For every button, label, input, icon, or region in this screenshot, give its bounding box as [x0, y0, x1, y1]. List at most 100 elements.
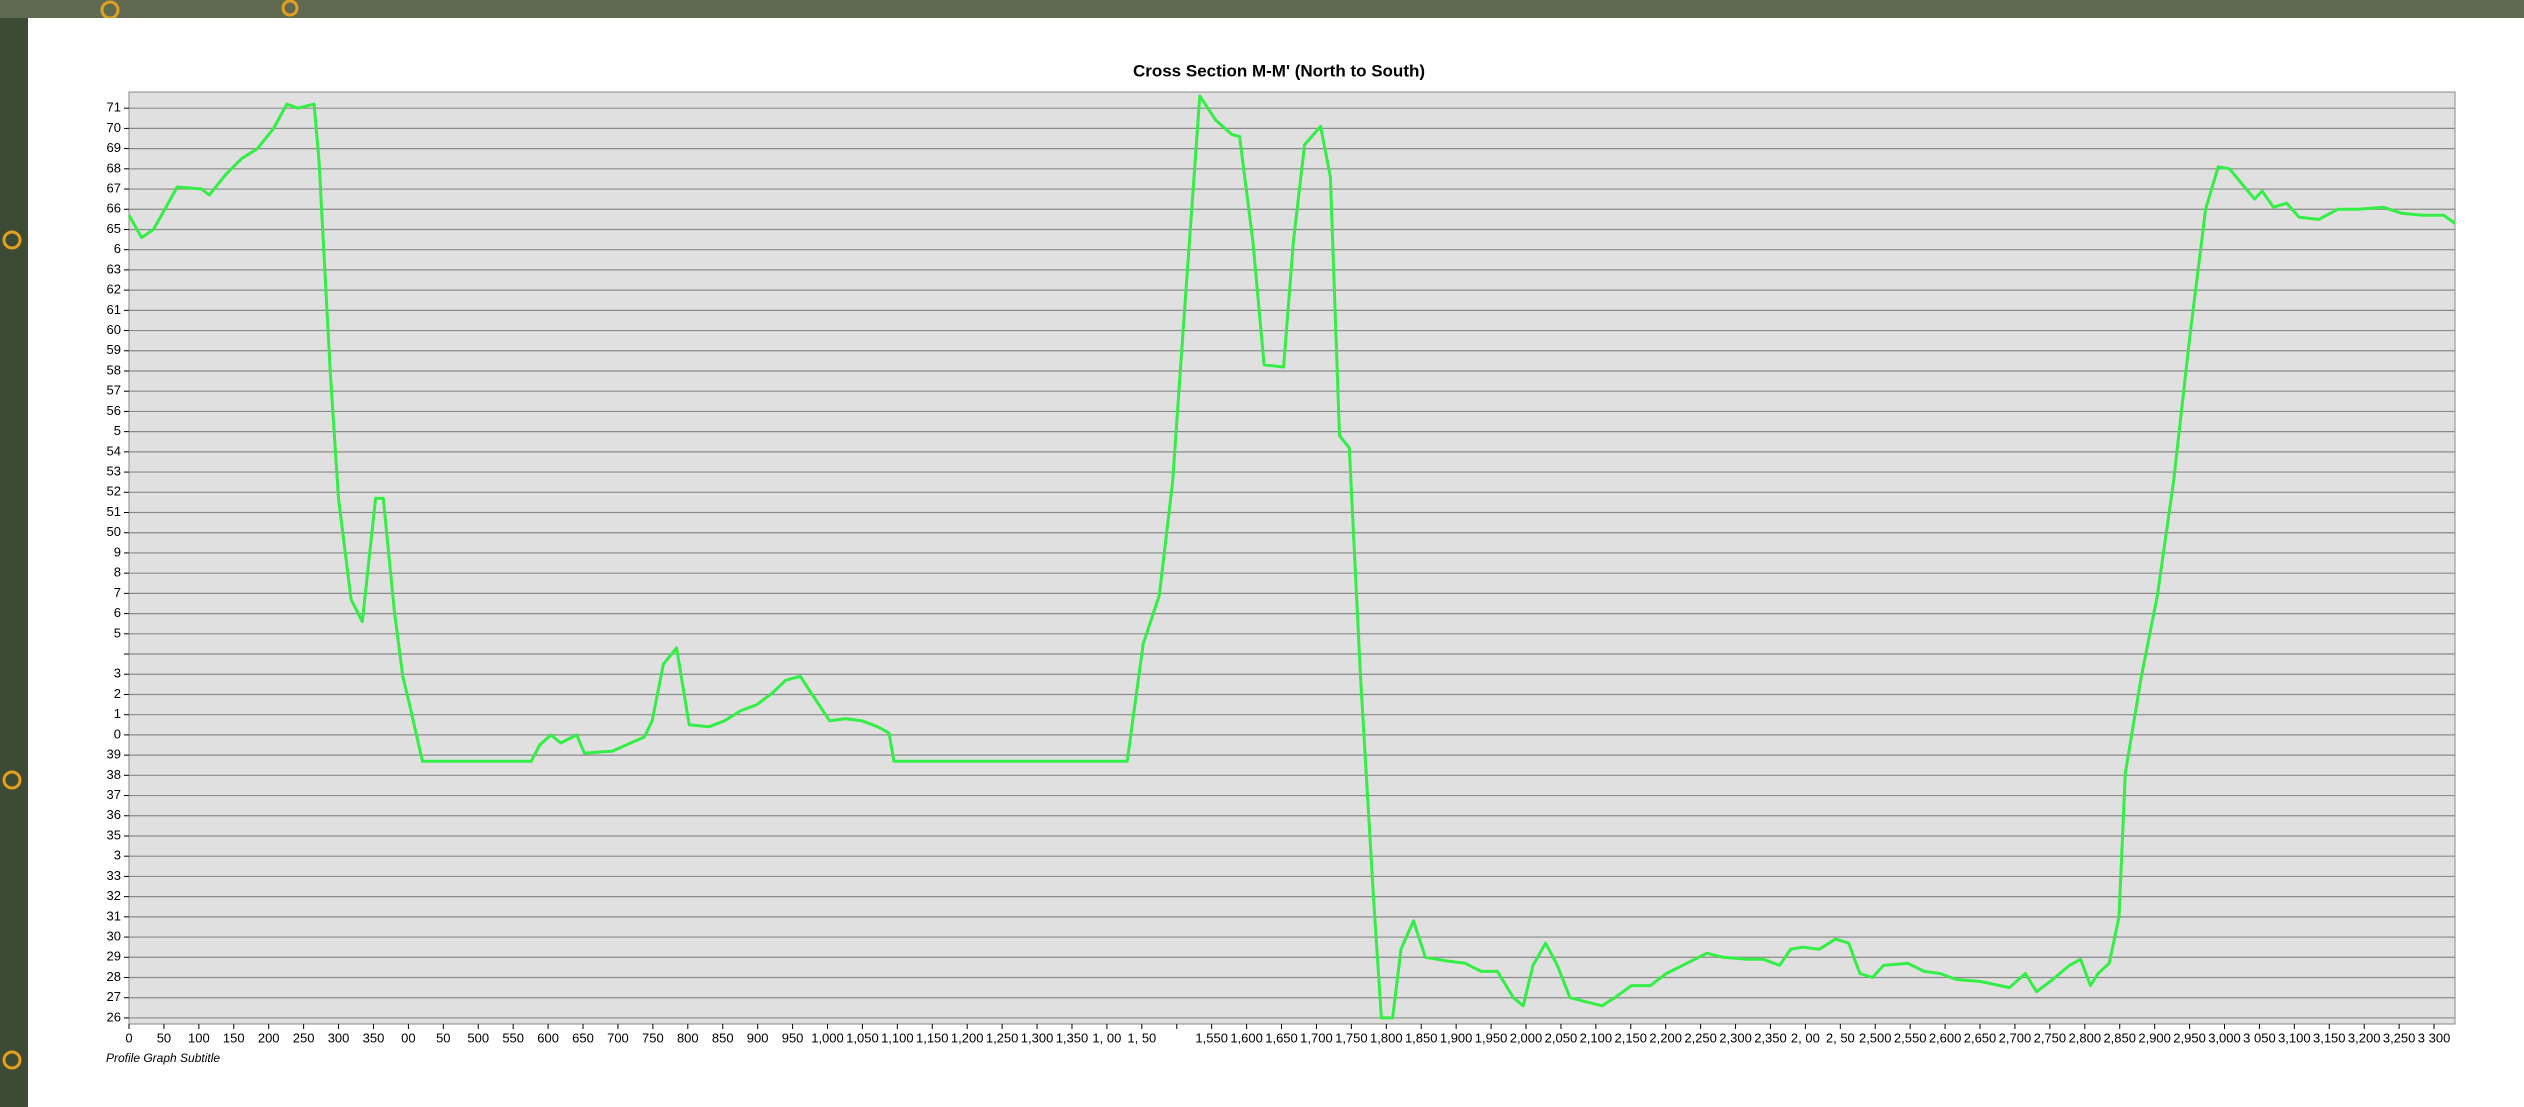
- x-tick-label: 800: [677, 1030, 699, 1045]
- y-tick-label: 60: [107, 322, 121, 337]
- y-tick-label: 8: [114, 565, 121, 580]
- y-tick-label: 62: [107, 282, 121, 297]
- x-tick-label: 3,200: [2348, 1030, 2381, 1045]
- x-tick-label: 1,050: [846, 1030, 879, 1045]
- y-tick-label: 35: [107, 827, 121, 842]
- y-tick-label: 5: [114, 423, 121, 438]
- y-tick-label: 0: [114, 726, 121, 741]
- y-tick-label: 70: [107, 120, 121, 135]
- x-tick-label: 2,500: [1859, 1030, 1892, 1045]
- x-tick-label: 50: [436, 1030, 450, 1045]
- x-tick-label: 2,850: [2103, 1030, 2136, 1045]
- x-tick-label: 0: [125, 1030, 132, 1045]
- y-tick-label: 37: [107, 787, 121, 802]
- y-tick-label: 6: [114, 241, 121, 256]
- map-feature: [2, 1050, 22, 1070]
- y-tick-label: 27: [107, 989, 121, 1004]
- y-tick-label: 66: [107, 201, 121, 216]
- x-tick-label: 1,350: [1056, 1030, 1089, 1045]
- y-tick-label: 56: [107, 403, 121, 418]
- y-tick-label: 30: [107, 929, 121, 944]
- x-tick-label: 2,900: [2138, 1030, 2171, 1045]
- y-tick-label: 7: [114, 585, 121, 600]
- y-tick-label: 31: [107, 908, 121, 923]
- x-tick-label: 1,600: [1230, 1030, 1263, 1045]
- y-tick-label: 57: [107, 383, 121, 398]
- x-tick-label: 2,200: [1649, 1030, 1682, 1045]
- x-tick-label: 3,150: [2313, 1030, 2346, 1045]
- y-tick-label: 67: [107, 180, 121, 195]
- x-tick-label: 2,550: [1894, 1030, 1927, 1045]
- x-tick-label: 2,300: [1719, 1030, 1752, 1045]
- y-tick-label: 51: [107, 504, 121, 519]
- y-tick-label: 39: [107, 747, 121, 762]
- y-tick-label: 50: [107, 524, 121, 539]
- x-tick-label: 1,550: [1195, 1030, 1228, 1045]
- x-tick-label: 850: [712, 1030, 734, 1045]
- y-tick-label: 5: [114, 625, 121, 640]
- y-tick-label: 2: [114, 686, 121, 701]
- x-tick-label: 2,350: [1754, 1030, 1787, 1045]
- map-feature: [2, 770, 22, 790]
- x-tick-label: 900: [747, 1030, 769, 1045]
- y-tick-label: 3: [114, 666, 121, 681]
- y-tick-label: 9: [114, 544, 121, 559]
- chart-subtitle: Profile Graph Subtitle: [106, 1051, 220, 1065]
- y-tick-label: 26: [107, 1009, 121, 1024]
- chart-title: Cross Section M-M' (North to South): [1133, 61, 1425, 80]
- y-tick-label: 69: [107, 140, 121, 155]
- x-tick-label: 3 300: [2418, 1030, 2451, 1045]
- y-tick-label: 59: [107, 342, 121, 357]
- map-strip: [0, 0, 2524, 18]
- y-tick-label: 38: [107, 767, 121, 782]
- map-feature: [2, 230, 22, 250]
- x-tick-label: 600: [537, 1030, 559, 1045]
- x-tick-label: 2,650: [1964, 1030, 1997, 1045]
- x-tick-label: 00: [401, 1030, 415, 1045]
- y-tick-label: 36: [107, 807, 121, 822]
- x-tick-label: 150: [223, 1030, 245, 1045]
- x-tick-label: 200: [258, 1030, 280, 1045]
- map-feature: [281, 0, 299, 17]
- x-tick-label: 1,750: [1335, 1030, 1368, 1045]
- x-tick-label: 1,650: [1265, 1030, 1298, 1045]
- x-tick-label: 1,850: [1405, 1030, 1438, 1045]
- x-tick-label: 50: [157, 1030, 171, 1045]
- x-tick-label: 3 050: [2243, 1030, 2276, 1045]
- y-tick-label: 53: [107, 464, 121, 479]
- y-tick-label: 58: [107, 362, 121, 377]
- x-tick-label: 250: [293, 1030, 315, 1045]
- x-tick-label: 2,800: [2069, 1030, 2102, 1045]
- y-tick-label: 61: [107, 302, 121, 317]
- x-tick-label: 2,250: [1684, 1030, 1717, 1045]
- profile-line: [127, 94, 2456, 1020]
- x-tick-label: 700: [607, 1030, 629, 1045]
- y-tick-label: 63: [107, 261, 121, 276]
- y-tick-label: 68: [107, 160, 121, 175]
- x-tick-label: 1,300: [1021, 1030, 1054, 1045]
- x-tick-label: 2,950: [2173, 1030, 2206, 1045]
- y-tick-label: 71: [107, 100, 121, 115]
- y-tick-label: 65: [107, 221, 121, 236]
- x-tick-label: 2,000: [1510, 1030, 1543, 1045]
- x-tick-label: 3,250: [2383, 1030, 2416, 1045]
- x-tick-label: 1, 50: [1127, 1030, 1156, 1045]
- y-tick-label: 52: [107, 484, 121, 499]
- x-tick-label: 1,950: [1475, 1030, 1508, 1045]
- x-tick-label: 650: [572, 1030, 594, 1045]
- x-tick-label: 1,900: [1440, 1030, 1473, 1045]
- x-tick-label: 2,700: [1999, 1030, 2032, 1045]
- x-tick-label: 1,700: [1300, 1030, 1333, 1045]
- x-tick-label: 1,100: [881, 1030, 914, 1045]
- y-tick-label: 6: [114, 605, 121, 620]
- y-tick-label: 28: [107, 969, 121, 984]
- x-tick-label: 1, 00: [1092, 1030, 1121, 1045]
- x-tick-label: 100: [188, 1030, 210, 1045]
- x-tick-label: 300: [328, 1030, 350, 1045]
- x-tick-label: 1,000: [811, 1030, 844, 1045]
- x-tick-label: 3,000: [2208, 1030, 2241, 1045]
- x-tick-label: 2,150: [1614, 1030, 1647, 1045]
- x-tick-label: 2,600: [1929, 1030, 1962, 1045]
- x-tick-label: 500: [467, 1030, 489, 1045]
